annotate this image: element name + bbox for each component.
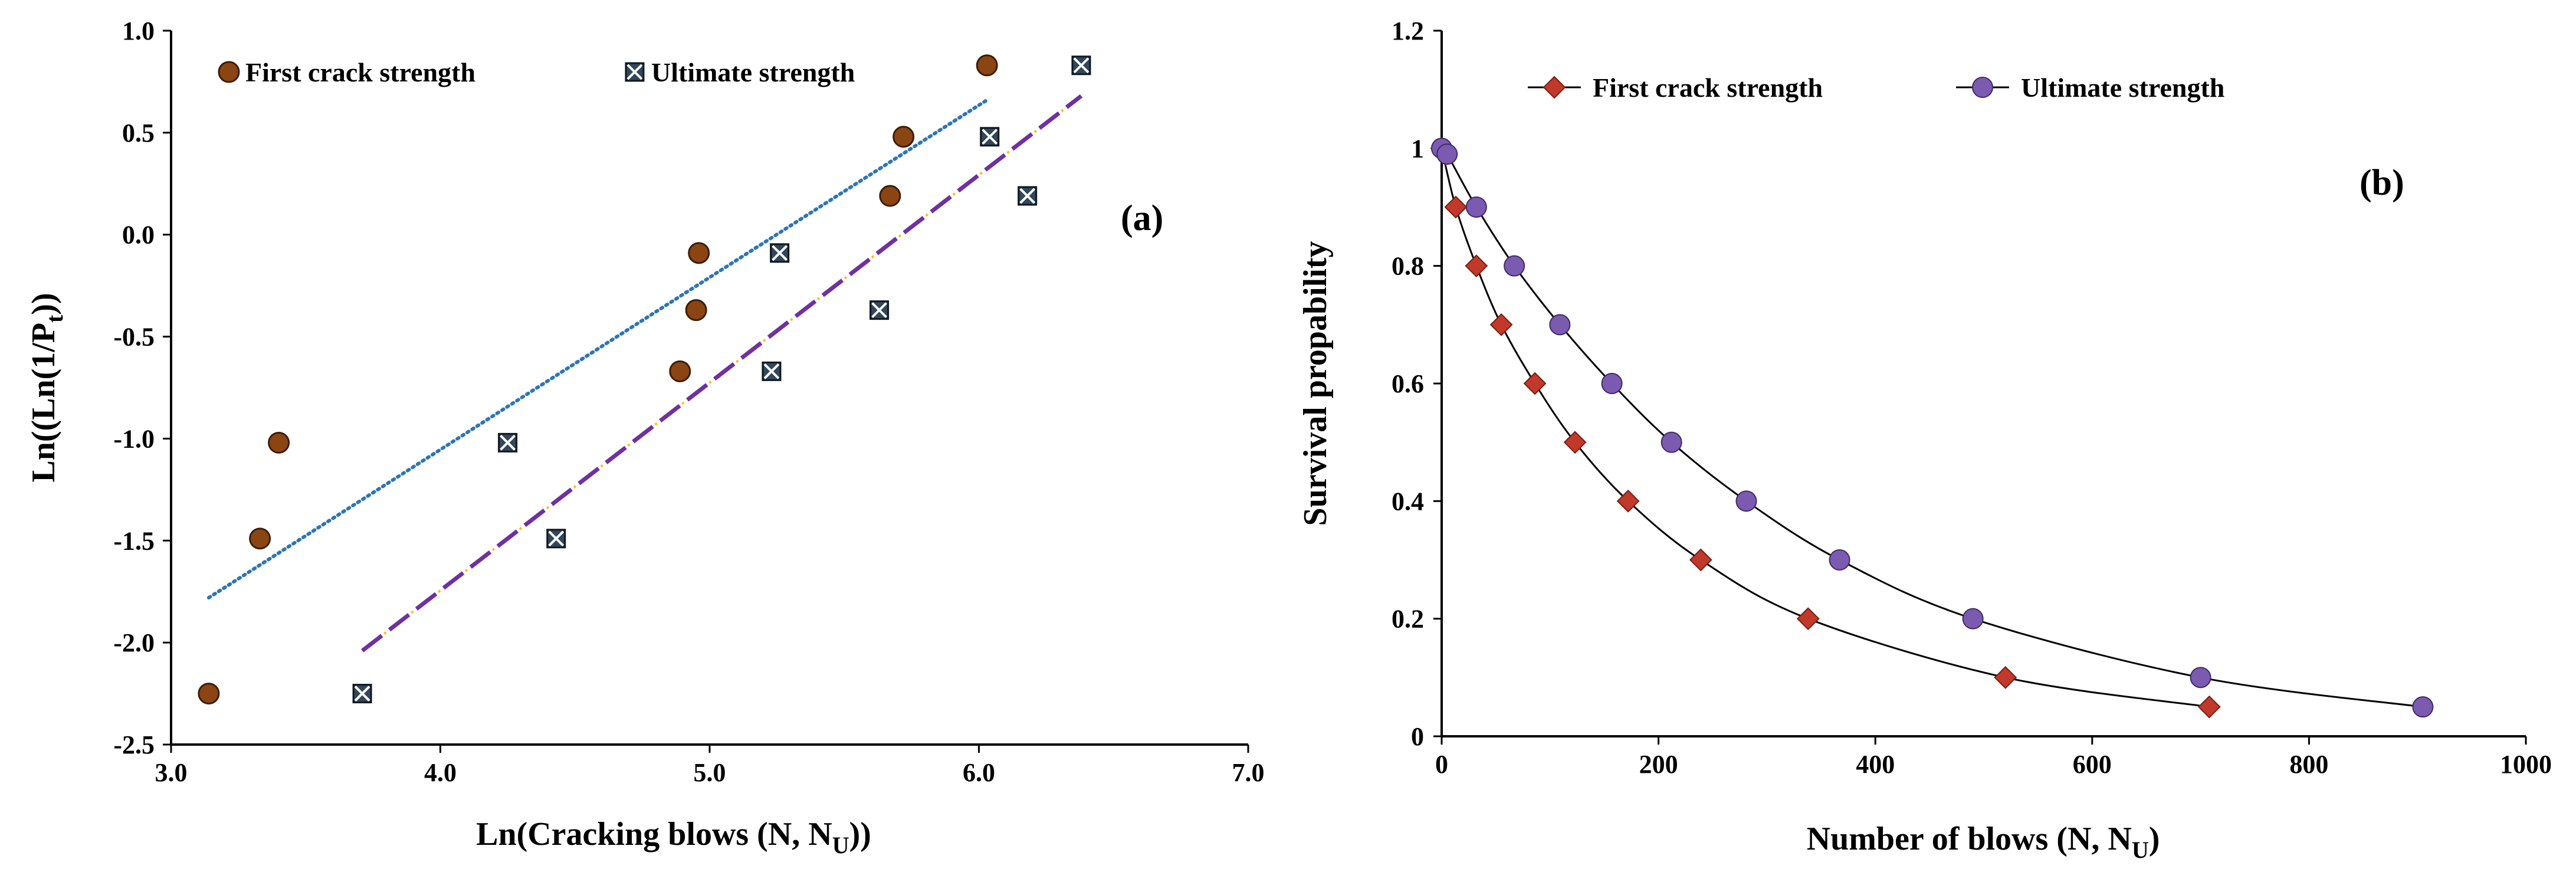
chart-b-x-axis-title: Number of blows (N, NU) (1807, 821, 2160, 863)
chart-a-point-ultimate (1071, 55, 1091, 76)
chart-a-y-tick-label: 0.5 (122, 119, 155, 147)
chart-a-legend-marker-first-crack (218, 61, 240, 83)
chart-b-point-ultimate (1735, 490, 1757, 512)
chart-a: 3.0 4.0 5.0 6.0 7.0 1.0 0.5 0.0 -0.5 -1.0 -1.5 -2.0… (25, 17, 1265, 858)
chart-b-point-first-crack (1523, 372, 1547, 395)
chart-a-x-tick-label: 7.0 (1232, 758, 1265, 787)
chart-a-point-ultimate (1018, 186, 1038, 206)
chart-b-point-first-crack (2197, 695, 2221, 719)
chart-a-y-tick-label: 0.0 (122, 221, 155, 250)
chart-a-y-tick-label: -2.0 (113, 628, 155, 657)
chart-b-y-tick-label: 0.2 (1392, 605, 1424, 634)
chart-a-legend-marker-ultimate (625, 62, 645, 82)
chart-b-y-tick-label: 0 (1411, 722, 1424, 751)
chart-b-point-first-crack (1994, 666, 2017, 689)
chart-a-y-tick-label: -1.0 (113, 424, 155, 453)
chart-b-y-axis-title: Survival propability (1297, 241, 1334, 526)
chart-a-point-first-crack (249, 527, 271, 550)
chart-b-point-first-crack (1689, 548, 1712, 572)
chart-a-point-first-crack (688, 242, 710, 264)
chart-b-point-ultimate (1549, 314, 1571, 336)
chart-b-legend-marker-first-crack (1543, 76, 1566, 99)
chart-b-point-first-crack (1563, 431, 1587, 454)
chart-b-line-first-crack (1440, 147, 2210, 708)
chart-a-x-axis-title: Ln(Cracking blows (N, NU)) (476, 816, 871, 858)
chart-b-y-tick-label: 0.6 (1392, 369, 1424, 398)
chart-a-x-tick-label: 4.0 (424, 758, 457, 787)
chart-b-line-ultimate (1440, 147, 2423, 708)
chart-b-y-tick-label: 0.4 (1392, 487, 1424, 516)
chart-b-x-tick-label: 600 (2073, 750, 2112, 779)
chart-a-point-first-crack (198, 683, 220, 705)
chart-b-y-tick-label: 1.2 (1392, 17, 1424, 45)
chart-a-trendline-first-crack (206, 98, 989, 600)
chart-b: 0 200 400 600 800 1000 1.2 1 0.8 0.6 0.4 0.2 0 First… (1297, 17, 2552, 863)
chart-a-point-first-crack (685, 299, 707, 322)
chart-a-point-first-crack (669, 360, 691, 382)
chart-b-point-ultimate (1661, 431, 1682, 453)
chart-a-legend-label-first-crack: First crack strength (245, 57, 475, 87)
chart-b-y-tick-label: 0.8 (1392, 252, 1424, 281)
chart-a-point-ultimate (770, 243, 790, 263)
chart-a-point-first-crack (892, 126, 915, 148)
chart-a-y-tick-label: -1.5 (113, 526, 155, 555)
chart-a-point-ultimate (546, 529, 566, 549)
chart-b-y-tick-label: 1 (1411, 134, 1424, 163)
chart-b-point-ultimate (1962, 608, 1984, 630)
chart-b-point-first-crack (1444, 195, 1468, 219)
chart-b-x-tick-label: 0 (1435, 750, 1448, 779)
chart-a-point-first-crack (976, 54, 998, 77)
chart-b-point-ultimate (1829, 549, 1850, 571)
chart-b-point-ultimate (2190, 667, 2211, 689)
chart-a-point-ultimate (869, 300, 890, 320)
chart-a-x-tick-label: 6.0 (963, 758, 995, 787)
chart-b-point-ultimate (1436, 143, 1458, 165)
chart-b-legend-marker-ultimate (1972, 77, 1993, 98)
chart-b-legend-label-first-crack: First crack strength (1593, 73, 1823, 103)
chart-b-point-first-crack (1489, 313, 1513, 336)
chart-b-legend-label-ultimate: Ultimate strength (2021, 73, 2224, 103)
chart-a-x-tick-label: 5.0 (694, 758, 726, 787)
chart-b-x-tick-label: 400 (1856, 750, 1895, 779)
chart-b-x-tick-label: 1000 (2500, 750, 2552, 779)
chart-a-y-tick-label: -0.5 (113, 323, 155, 352)
chart-b-panel-label: (b) (2360, 163, 2404, 203)
chart-a-point-first-crack (879, 185, 901, 207)
chart-b-point-ultimate (2412, 696, 2434, 718)
chart-a-point-first-crack (268, 431, 290, 454)
chart-b-point-first-crack (1796, 607, 1820, 631)
chart-a-y-tick-label: 1.0 (122, 17, 155, 45)
chart-b-x-tick-label: 200 (1639, 750, 1678, 779)
chart-a-y-tick-label: -2.5 (113, 730, 155, 759)
chart-a-y-axis-title: Ln((Ln(1/Pt)) (25, 293, 68, 482)
chart-b-point-first-crack (1616, 489, 1640, 513)
chart-b-x-tick-label: 800 (2289, 750, 2328, 779)
chart-a-point-ultimate (980, 127, 1000, 147)
chart-b-point-ultimate (1465, 196, 1487, 218)
chart-a-point-ultimate (762, 361, 782, 381)
chart-b-point-first-crack (1465, 254, 1488, 278)
chart-b-point-ultimate (1601, 373, 1623, 394)
chart-a-panel-label: (a) (1121, 198, 1163, 238)
chart-a-point-ultimate (498, 432, 518, 453)
chart-a-point-ultimate (352, 684, 372, 704)
chart-b-point-ultimate (1504, 255, 1525, 277)
chart-a-trendline-ultimate (360, 94, 1083, 653)
chart-a-legend-label-ultimate: Ultimate strength (651, 57, 855, 87)
chart-a-x-tick-label: 3.0 (155, 758, 188, 787)
